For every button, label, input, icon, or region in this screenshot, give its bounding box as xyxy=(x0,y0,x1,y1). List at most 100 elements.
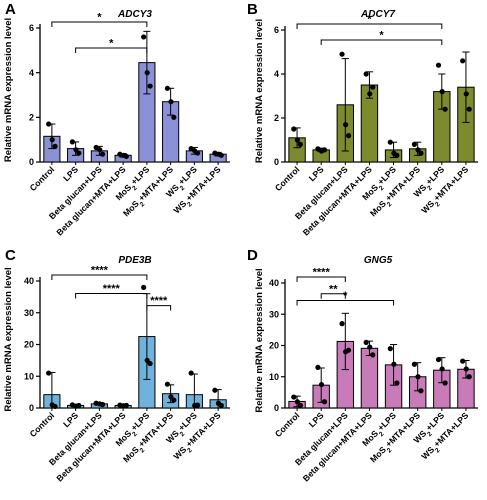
data-point xyxy=(46,370,52,376)
data-point xyxy=(363,71,369,77)
data-point xyxy=(318,381,325,388)
data-point xyxy=(291,126,297,132)
data-point xyxy=(394,152,400,158)
data-point xyxy=(144,70,150,76)
data-point xyxy=(439,89,445,95)
data-point xyxy=(415,374,421,380)
data-point xyxy=(321,399,328,405)
data-point xyxy=(370,352,376,358)
y-tick-label: 6 xyxy=(274,25,279,35)
significance-label: * xyxy=(109,38,114,50)
data-point xyxy=(195,150,201,156)
data-point xyxy=(370,84,376,90)
chart-panel-B: B ADCY7 Relative mRNA expression level 0 2 4 6… xyxy=(247,1,478,237)
y-tick-label: 4 xyxy=(274,69,279,79)
y-tick-label: 2 xyxy=(29,113,34,123)
data-point xyxy=(460,58,466,64)
y-tick-label: 30 xyxy=(269,309,279,319)
significance-label: **** xyxy=(313,267,331,279)
data-point xyxy=(439,366,445,372)
chart-title: PDE3B xyxy=(118,255,151,266)
significance-label: * xyxy=(379,29,384,41)
panel-letter: A xyxy=(5,1,16,18)
significance-bracket xyxy=(296,23,443,29)
category-label-1: LPS xyxy=(307,410,326,429)
data-point xyxy=(212,387,218,393)
y-tick-label: 10 xyxy=(269,372,279,382)
significance-bracket xyxy=(75,47,148,54)
data-point xyxy=(171,114,177,120)
data-point xyxy=(463,366,469,372)
data-point xyxy=(141,34,147,40)
data-point xyxy=(69,139,75,145)
data-point xyxy=(46,121,52,127)
data-point xyxy=(123,153,129,160)
panel-letter: C xyxy=(5,247,16,264)
category-label-7: WS2+MTA+LPS xyxy=(419,410,473,464)
bar-4 xyxy=(360,347,379,409)
data-point xyxy=(297,141,303,147)
chart-title: ADCY7 xyxy=(360,9,395,20)
category-label-1: LPS xyxy=(61,164,80,183)
chart-title: GNG5 xyxy=(364,255,393,266)
data-point xyxy=(411,361,418,367)
data-point xyxy=(411,141,418,147)
data-point xyxy=(141,284,147,290)
category-label-0: Control xyxy=(273,164,302,193)
data-point xyxy=(147,83,153,89)
significance-bracket xyxy=(51,21,148,27)
data-point xyxy=(297,402,303,409)
significance-label: ** xyxy=(329,283,338,295)
data-point xyxy=(418,150,424,156)
data-point xyxy=(291,394,297,400)
data-point xyxy=(466,374,472,380)
data-point xyxy=(164,381,170,387)
data-point xyxy=(435,62,442,68)
chart-panel-D: D GNG5 Relative mRNA expression level 0 10 20… xyxy=(247,247,478,483)
category-label-7: WS2+MTA+LPS xyxy=(171,164,225,218)
data-point xyxy=(168,99,174,105)
data-point xyxy=(466,106,472,112)
y-axis-label: Relative mRNA expression level xyxy=(254,19,265,163)
data-point xyxy=(100,151,106,157)
data-point xyxy=(76,150,82,156)
significance-label: * xyxy=(97,12,102,24)
significance-bracket xyxy=(296,276,346,282)
significance-label: **** xyxy=(150,295,168,307)
y-tick-label: 20 xyxy=(269,341,279,351)
data-point xyxy=(387,139,393,145)
data-point xyxy=(367,91,373,97)
chart-title: ADCY3 xyxy=(117,9,152,20)
y-tick-label: 4 xyxy=(29,68,34,78)
panel-letter: B xyxy=(247,1,258,18)
y-axis-label: Relative mRNA expression level xyxy=(254,268,265,412)
data-point xyxy=(460,358,466,364)
data-point xyxy=(345,133,352,139)
y-tick-label: 6 xyxy=(29,23,34,33)
data-point xyxy=(442,106,448,112)
data-point xyxy=(418,388,424,394)
significance-label: **** xyxy=(103,283,121,295)
data-point xyxy=(218,402,224,409)
data-point xyxy=(171,397,177,403)
data-point xyxy=(195,402,201,408)
category-label-0: Control xyxy=(28,164,57,193)
y-tick-label: 20 xyxy=(24,340,34,350)
y-tick-label: 30 xyxy=(24,308,34,318)
data-point xyxy=(218,152,224,158)
data-point xyxy=(463,91,469,97)
data-point xyxy=(367,344,373,350)
y-tick-label: 10 xyxy=(24,371,34,381)
data-point xyxy=(339,321,345,327)
data-point xyxy=(49,137,55,143)
category-label-1: LPS xyxy=(61,410,80,429)
significance-bracket xyxy=(75,292,148,299)
category-label-0: Control xyxy=(28,410,57,439)
data-point xyxy=(123,402,129,409)
y-tick-label: 0 xyxy=(29,157,34,167)
panel-letter: D xyxy=(247,247,258,264)
data-point xyxy=(442,380,448,386)
y-axis-label: Relative mRNA expression level xyxy=(3,267,14,411)
data-point xyxy=(394,380,400,386)
data-point xyxy=(294,399,300,405)
